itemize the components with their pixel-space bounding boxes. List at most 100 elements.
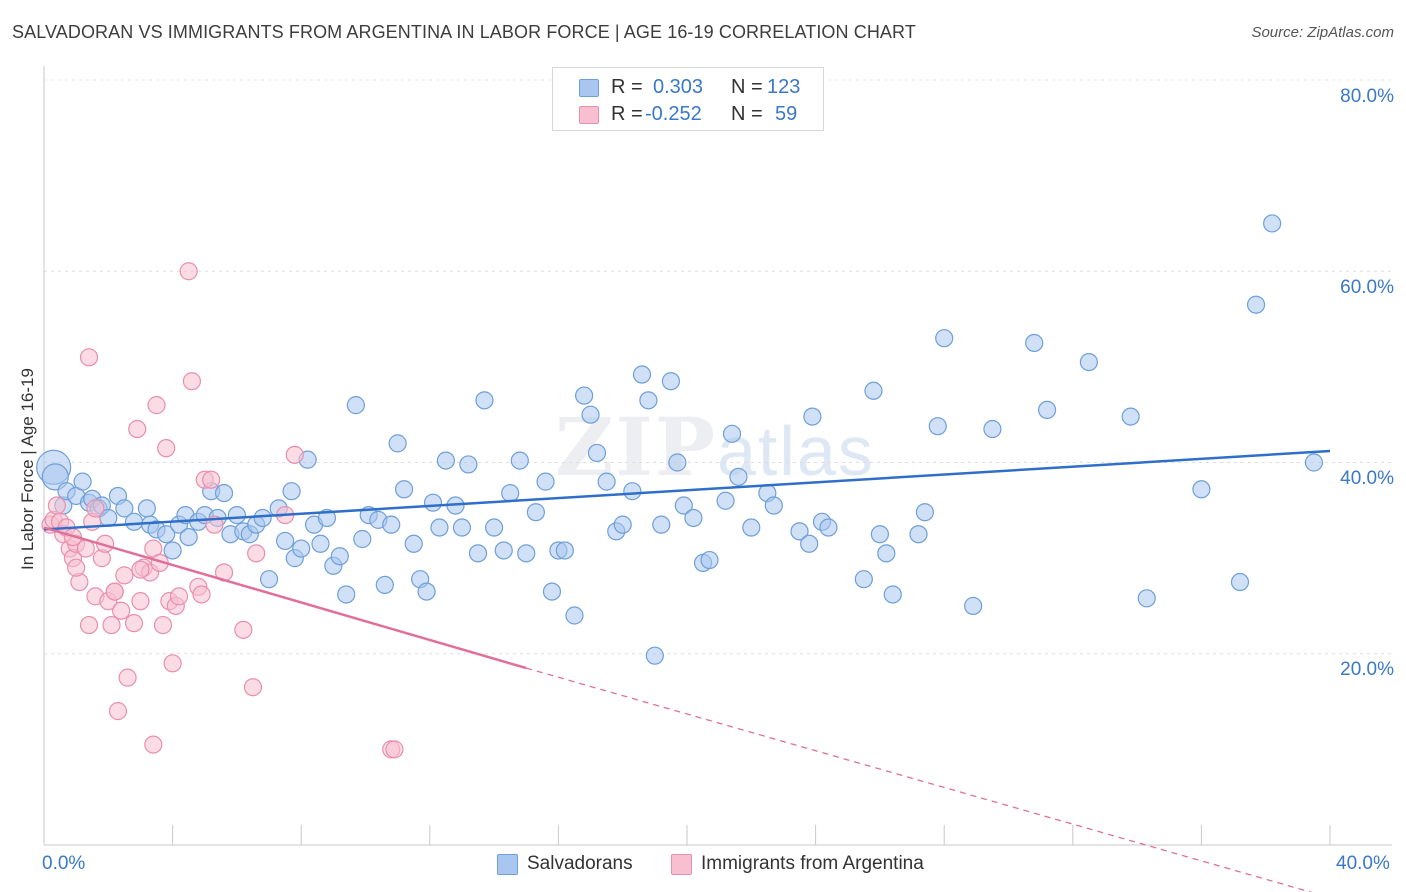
r-label: R = [611, 76, 643, 98]
salvadorans-point [1304, 453, 1324, 472]
salvadorans-point [864, 381, 883, 400]
y-tick-80: 80.0% [1340, 86, 1394, 107]
salvadorans-trend-line [43, 449, 1331, 531]
salvadorans-point [964, 596, 983, 616]
salvadorans-point [1037, 400, 1057, 420]
stats-legend: R = 0.303 N = 123 R = -0.252 N = 59 [552, 67, 824, 131]
salvadorans-point [353, 529, 372, 549]
salvadorans-point [337, 585, 356, 604]
argentina-point [118, 668, 137, 687]
argentina-swatch [579, 106, 599, 124]
x-tick-min: 0.0% [42, 853, 86, 874]
argentina-point [79, 348, 99, 367]
salvadorans-point [684, 508, 703, 528]
salvadorans-point [1263, 214, 1282, 233]
argentina-point [86, 499, 105, 518]
salvadorans-point [375, 575, 394, 595]
argentina-point [157, 439, 176, 458]
argentina-point [243, 678, 263, 697]
legend-label-argentina: Immigrants from Argentina [701, 853, 924, 874]
salvadorans-point [587, 443, 607, 463]
argentina-point [385, 740, 404, 759]
argentina-point [285, 445, 304, 464]
argentina-legend-swatch [671, 854, 692, 875]
argentina-point [131, 592, 150, 611]
argentina-point [131, 560, 150, 579]
r-value: -0.252 [645, 103, 702, 125]
n-label: N = [731, 103, 763, 125]
salvadorans-point [292, 539, 311, 558]
salvadorans-point [870, 525, 890, 544]
salvadorans-point [73, 472, 92, 491]
salvadorans-point [668, 453, 687, 472]
argentina-point [108, 702, 128, 721]
salvadorans-point [124, 512, 144, 531]
argentina-point [128, 419, 147, 439]
salvadorans-point [1192, 480, 1211, 499]
salvadorans-swatch [579, 79, 599, 97]
argentina-point [112, 601, 131, 620]
salvadorans-point [517, 544, 536, 563]
argentina-point [47, 496, 66, 515]
salvadorans-point [542, 582, 562, 601]
salvadorans-point [722, 424, 742, 443]
salvadorans-point [253, 508, 272, 528]
salvadorans-point [632, 365, 652, 384]
y-axis-title: In Labor Force | Age 16-19 [18, 368, 37, 570]
salvadorans-point [623, 482, 642, 501]
n-value: 59 [775, 103, 798, 125]
salvadorans-point [115, 499, 134, 518]
salvadorans-point [742, 518, 761, 537]
salvadorans-point [346, 396, 365, 415]
salvadorans-point [394, 480, 414, 499]
salvadorans-point [468, 544, 488, 563]
salvadorans-point [214, 484, 234, 503]
argentina-point [105, 582, 124, 601]
argentina-point [102, 615, 121, 635]
salvadorans-point [575, 386, 594, 405]
argentina-point [192, 585, 211, 604]
legend-label-salvadorans: Salvadorans [527, 853, 633, 874]
salvadorans-point [475, 391, 494, 410]
n-value: 123 [767, 76, 801, 98]
salvadorans-point [883, 585, 902, 604]
salvadorans-point [436, 451, 455, 470]
salvadorans-point [317, 508, 337, 528]
salvadorans-point [1246, 295, 1266, 314]
salvadorans-point [716, 491, 735, 510]
salvadorans-point [935, 329, 954, 348]
salvadorans-point [652, 515, 671, 534]
salvadorans-point [803, 407, 822, 426]
salvadorans-point [854, 570, 873, 589]
argentina-point [144, 735, 163, 754]
argentina-point [67, 558, 86, 577]
salvadorans-point [282, 482, 301, 501]
argentina-point [179, 262, 198, 281]
salvadorans-point [661, 372, 681, 391]
salvadorans-point [536, 472, 555, 491]
y-tick-60: 60.0% [1340, 277, 1394, 298]
stats-row-argentina: R = -0.252 N = 59 [553, 100, 823, 128]
salvadorans-point [382, 515, 401, 534]
salvadorans-point [276, 531, 295, 551]
argentina-point [163, 654, 182, 673]
salvadorans-point [613, 515, 632, 534]
salvadorans-point [494, 541, 513, 560]
r-label: R = [611, 103, 643, 125]
salvadorans-point [729, 467, 748, 486]
salvadorans-point [819, 518, 838, 537]
salvadorans-point [330, 547, 349, 566]
salvadorans-point [581, 405, 600, 424]
salvadorans-point [928, 417, 947, 436]
x-tick-max: 40.0% [1336, 853, 1390, 874]
salvadorans-point [452, 518, 472, 537]
salvadorans-point [501, 484, 520, 503]
salvadorans-point [485, 518, 504, 537]
salvadorans-point [459, 455, 478, 474]
salvadorans-point [983, 419, 1002, 439]
salvadorans-point [163, 541, 182, 560]
salvadorans-point [259, 570, 279, 589]
argentina-point [147, 396, 166, 415]
salvadorans-point [555, 541, 574, 560]
